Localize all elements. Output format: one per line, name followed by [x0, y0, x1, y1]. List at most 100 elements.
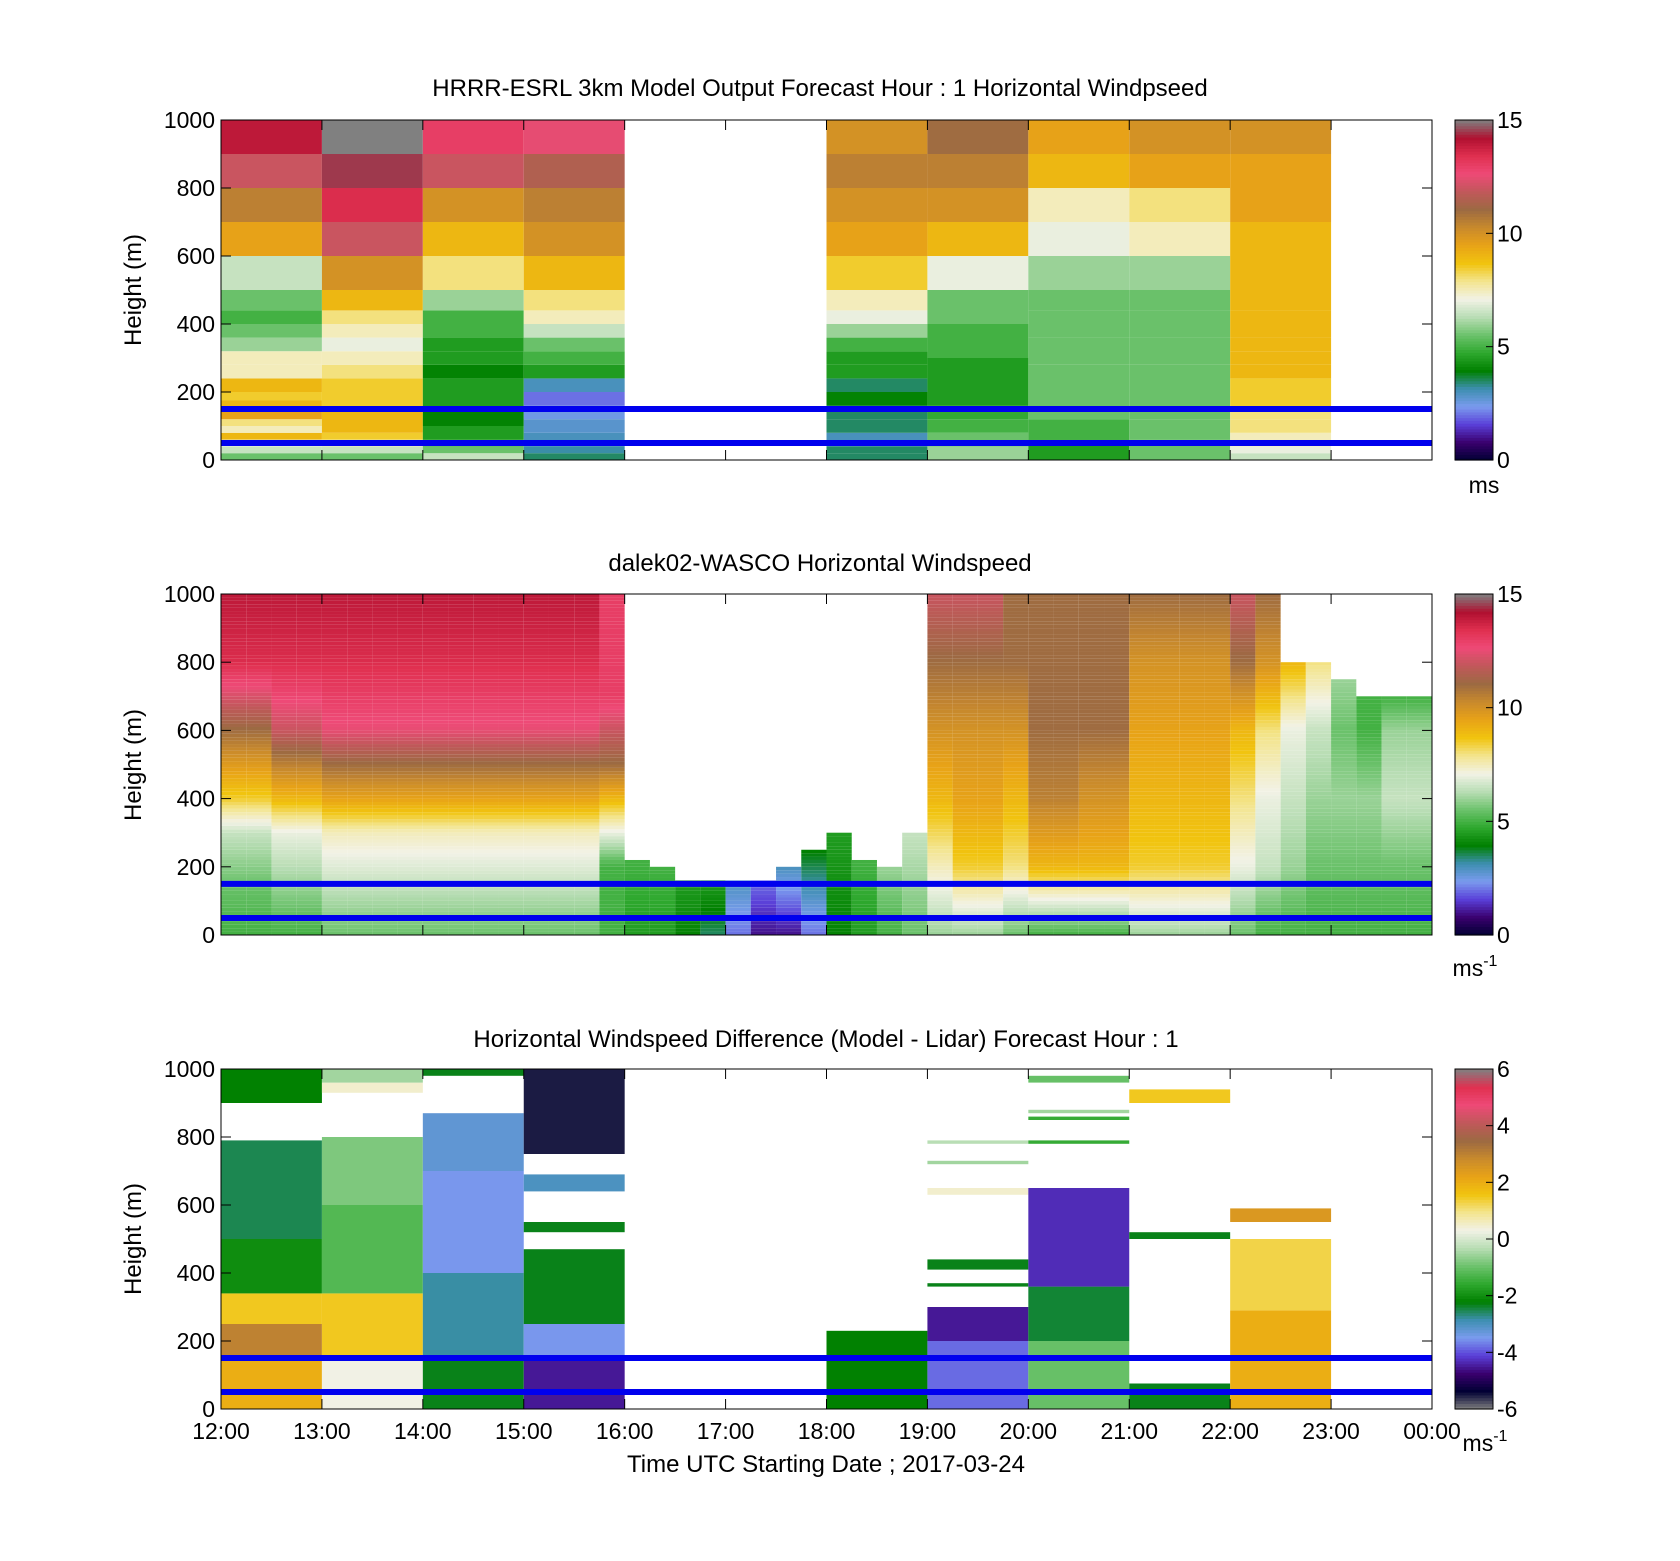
colorbar-segment [1455, 250, 1493, 254]
lidar-cell [347, 665, 373, 670]
lidar-cell [1028, 795, 1054, 799]
lidar-cell [221, 921, 247, 925]
lidar-cell [1179, 764, 1205, 768]
lidar-cell [977, 873, 1004, 878]
lidar-cell [1078, 594, 1105, 598]
lidar-cell [977, 761, 1004, 765]
lidar-cell [372, 778, 398, 782]
model-cell [523, 378, 625, 392]
lidar-cell [1381, 730, 1407, 734]
lidar-cell [1230, 645, 1256, 649]
lidar-cell [397, 757, 423, 762]
lidar-cell [271, 682, 297, 687]
lidar-cell [548, 791, 575, 796]
lidar-cell [574, 924, 600, 929]
lidar-cell [347, 805, 373, 809]
lidar-cell [372, 846, 398, 850]
lidar-cell [523, 737, 549, 741]
lidar-cell [1179, 692, 1205, 697]
lidar-cell [725, 904, 751, 908]
lidar-cell [927, 798, 953, 803]
lidar-cell [1305, 744, 1332, 748]
lidar-cell [1204, 849, 1231, 854]
lidar-cell [1230, 866, 1256, 871]
lidar-cell [246, 873, 272, 878]
model-cell [1230, 310, 1332, 324]
lidar-cell [1179, 791, 1205, 796]
lidar-cell [372, 815, 398, 820]
lidar-cell [1230, 761, 1256, 765]
lidar-cell [321, 699, 348, 704]
colorbar-segment [1455, 625, 1493, 629]
colorbar-segment [1455, 1372, 1493, 1376]
lidar-cell [1078, 611, 1105, 615]
lidar-cell [1305, 781, 1332, 785]
model-cell [1129, 154, 1231, 188]
lidar-cell [1154, 679, 1180, 683]
lidar-cell [574, 607, 600, 612]
lidar-cell [927, 924, 953, 929]
lidar-cell [1381, 866, 1407, 871]
colorbar-segment [1455, 1196, 1493, 1200]
lidar-cell [448, 767, 474, 772]
lidar-cell [1331, 900, 1357, 905]
lidar-cell [952, 706, 978, 710]
lidar-cell [397, 651, 423, 656]
lidar-cell [1255, 781, 1281, 785]
lidar-cell [321, 726, 348, 731]
colorbar-segment [1455, 406, 1493, 410]
lidar-cell [1104, 832, 1130, 837]
lidar-cell [1356, 744, 1382, 748]
lidar-cell [422, 706, 449, 710]
lidar-cell [523, 897, 549, 901]
lidar-cell [1331, 853, 1357, 857]
lidar-cell [1204, 665, 1231, 670]
lidar-cell [977, 767, 1004, 772]
lidar-cell [246, 597, 272, 601]
lidar-cell [498, 726, 524, 731]
lidar-cell [1280, 842, 1306, 847]
lidar-cell [246, 774, 272, 779]
lidar-cell [1078, 839, 1105, 843]
lidar-cell [1204, 856, 1231, 860]
colorbar-segment [1455, 159, 1493, 164]
lidar-cell [1179, 856, 1205, 860]
lidar-cell [221, 795, 247, 799]
lidar-cell [1053, 774, 1079, 779]
colorbar-segment [1455, 389, 1493, 393]
lidar-cell [422, 679, 449, 683]
lidar-cell [574, 866, 600, 871]
colorbar-segment [1455, 693, 1493, 697]
lidar-cell [1280, 764, 1306, 768]
colorbar-segment [1455, 1264, 1493, 1268]
lidar-cell [1381, 733, 1407, 738]
colorbar-segment [1455, 1097, 1493, 1101]
lidar-cell [1331, 747, 1357, 751]
lidar-cell [498, 621, 524, 625]
lidar-cell [523, 747, 549, 751]
lidar-cell [1028, 825, 1054, 830]
lidar-cell [574, 931, 600, 935]
model-cell [826, 453, 928, 460]
lidar-cell [1305, 662, 1332, 666]
lidar-cell [422, 928, 449, 932]
lidar-cell [1028, 839, 1054, 843]
lidar-cell [1406, 726, 1432, 731]
lidar-cell [599, 703, 625, 707]
lidar-cell [221, 808, 247, 813]
lidar-cell [1356, 890, 1382, 895]
lidar-cell [1204, 706, 1231, 710]
lidar-cell [1078, 897, 1105, 901]
lidar-cell [271, 856, 297, 860]
lidar-cell [599, 747, 625, 751]
lidar-cell [448, 873, 474, 878]
colorbar-segment [1455, 656, 1493, 660]
lidar-cell [1381, 825, 1407, 830]
lidar-cell [1003, 890, 1029, 895]
lidar-cell [1129, 634, 1155, 639]
lidar-cell [221, 877, 247, 881]
lidar-cell [321, 774, 348, 779]
lidar-cell [523, 594, 549, 598]
lidar-cell [1179, 757, 1205, 762]
colorbar-segment [1455, 349, 1493, 353]
